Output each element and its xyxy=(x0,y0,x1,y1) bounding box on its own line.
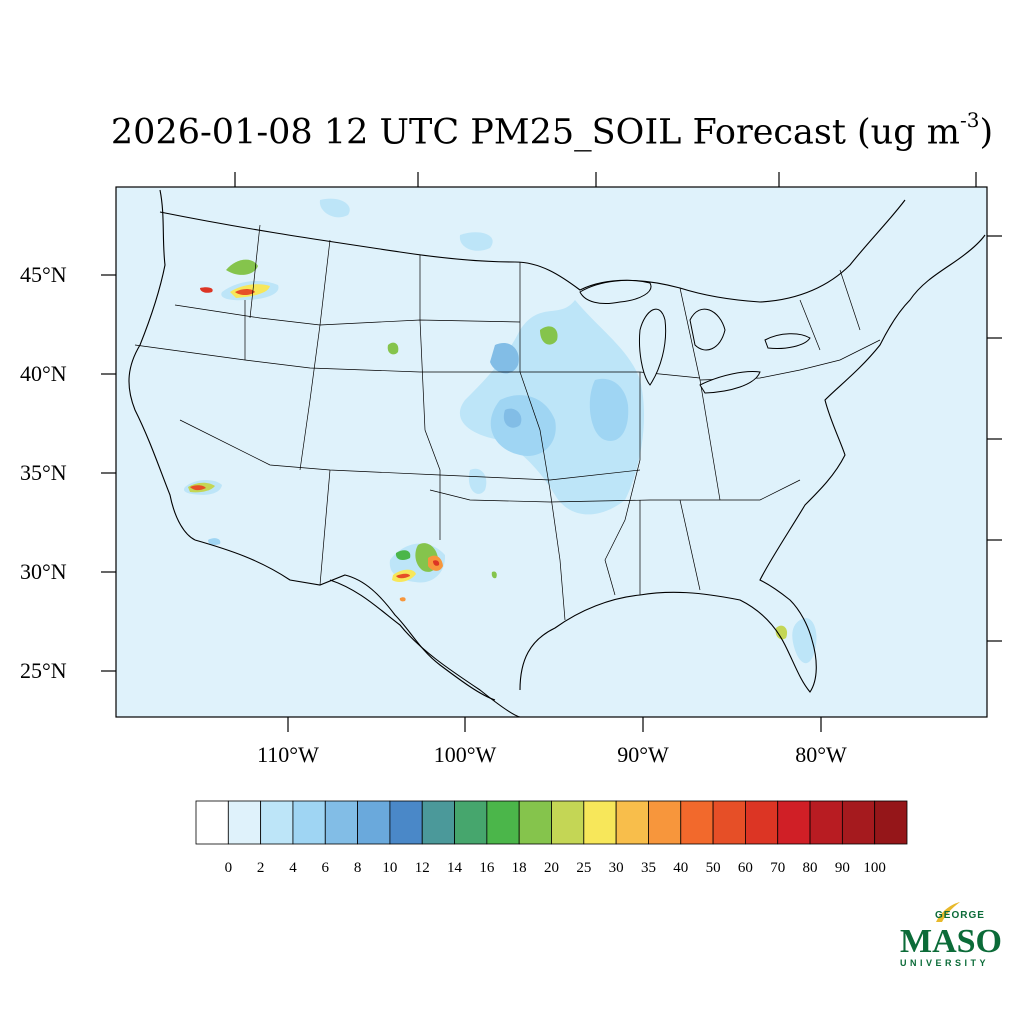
colorbar-label: 70 xyxy=(770,860,785,876)
colorbar-swatch xyxy=(777,800,811,845)
lat-label-30: 30°N xyxy=(20,559,67,584)
colorbar-swatch xyxy=(227,800,262,845)
colorbar-label: 18 xyxy=(512,860,527,876)
boundaries xyxy=(128,189,986,718)
colorbar-label: 40 xyxy=(673,860,688,876)
colorbar-label: 0 xyxy=(225,860,233,876)
colorbar-swatch xyxy=(421,800,455,845)
colorbar-label: 80 xyxy=(803,860,818,876)
colorbar-label: 2 xyxy=(257,860,265,876)
colorbar-label: 14 xyxy=(447,860,463,876)
colorbar-swatch xyxy=(583,800,617,845)
colorbar-label: 90 xyxy=(835,860,850,876)
colorbar-swatch xyxy=(841,800,876,845)
west-coastline xyxy=(128,189,196,541)
colorbar-swatch xyxy=(195,800,229,845)
gulf-coastline xyxy=(329,234,986,718)
colorbar-label: 12 xyxy=(415,860,430,876)
lon-label-100: 100°W xyxy=(434,742,497,767)
colorbar-label: 100 xyxy=(863,860,886,876)
lon-label-80: 80°W xyxy=(795,742,847,767)
colorbar-label: 4 xyxy=(289,860,297,876)
mexico-border xyxy=(194,539,496,701)
colorbar-swatch xyxy=(486,800,520,845)
colorbar-swatch xyxy=(324,800,358,845)
colorbar-label: 8 xyxy=(354,860,362,876)
colorbar-swatch xyxy=(809,800,843,845)
colorbar-label: 60 xyxy=(738,860,753,876)
colorbar-swatch xyxy=(615,800,649,845)
colorbar-label: 16 xyxy=(479,860,495,876)
colorbar-label: 30 xyxy=(609,860,624,876)
map-frame xyxy=(115,186,988,718)
colorbar-label: 50 xyxy=(706,860,721,876)
lat-label-35: 35°N xyxy=(20,460,67,485)
colorbar-swatch xyxy=(712,800,746,845)
logo-university: UNIVERSITY xyxy=(900,958,989,968)
colorbar-swatch xyxy=(874,800,908,845)
canada-border xyxy=(159,199,906,303)
colorbar-swatch xyxy=(518,800,552,845)
colorbar-swatch xyxy=(389,800,423,845)
gmu-logo: GEORGE MASON UNIVERSITY xyxy=(900,902,1002,968)
colorbar-swatch xyxy=(648,800,682,845)
logo-george: GEORGE xyxy=(935,910,985,921)
colorbar-label: 10 xyxy=(382,860,397,876)
colorbar-label: 20 xyxy=(544,860,559,876)
map-ticks xyxy=(101,172,1002,732)
colorbar-label: 25 xyxy=(576,860,591,876)
colorbar-label: 6 xyxy=(322,860,330,876)
lat-label-45: 45°N xyxy=(20,262,67,287)
colorbar-swatch xyxy=(357,800,391,845)
colorbar-swatch xyxy=(260,800,294,845)
colorbar-labels: 0 2 4 6 8 10 12 14 16 18 20 25 30 35 40 50 60 70 80 90 100 xyxy=(225,860,886,876)
colorbar-label: 35 xyxy=(641,860,656,876)
concentration-plumes xyxy=(319,198,817,664)
lon-label-90: 90°W xyxy=(617,742,669,767)
colorbar-swatch xyxy=(292,800,326,845)
colorbar-swatch xyxy=(745,800,779,845)
colorbar-swatch xyxy=(454,800,488,845)
lon-label-110: 110°W xyxy=(257,742,319,767)
map-title: 2026-01-08 12 UTC PM25_SOIL Forecast (ug… xyxy=(110,108,994,153)
great-lakes xyxy=(579,279,811,394)
lat-label-25: 25°N xyxy=(20,658,67,683)
colorbar xyxy=(195,800,908,845)
state-lines xyxy=(134,224,881,621)
logo-mason: MASON xyxy=(900,923,1002,960)
hotspots xyxy=(183,259,497,602)
colorbar-swatch xyxy=(680,800,714,845)
colorbar-swatch xyxy=(551,800,585,845)
lat-label-40: 40°N xyxy=(20,361,67,386)
